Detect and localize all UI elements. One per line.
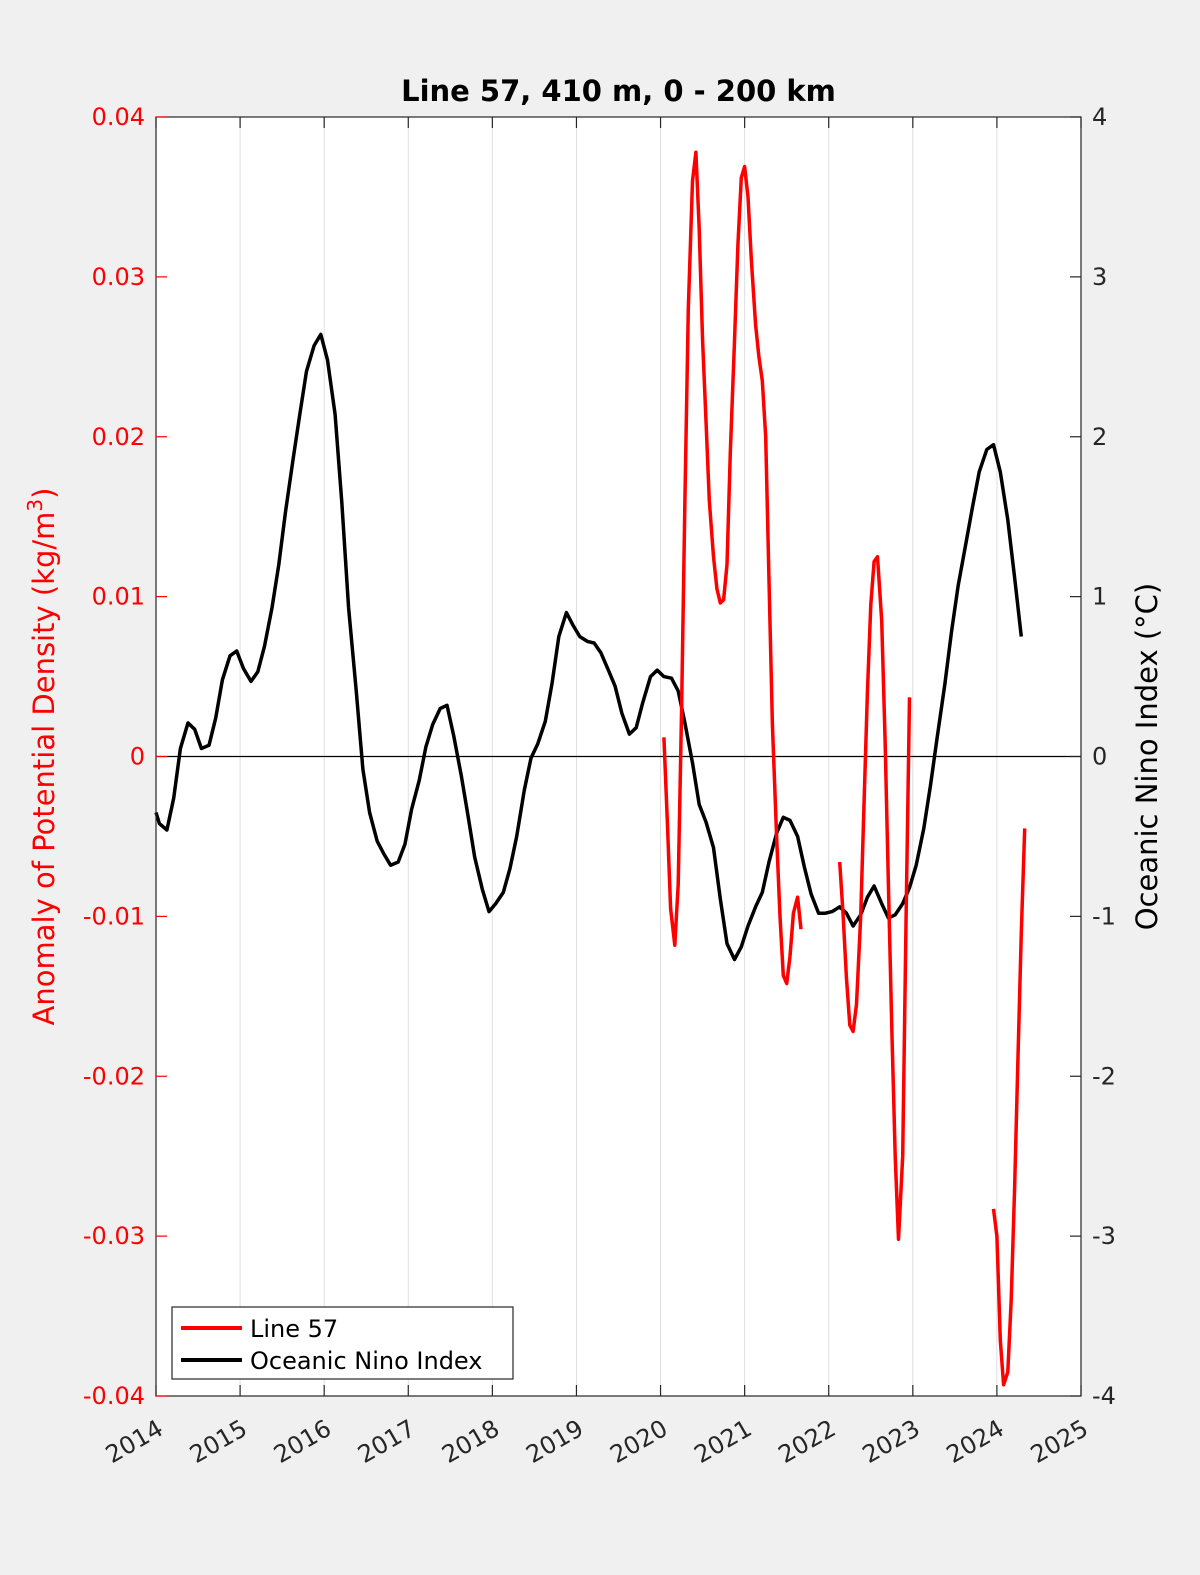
y-left-tick-label: 0.02 <box>92 423 145 451</box>
y-right-tick-label: -3 <box>1092 1222 1116 1250</box>
chart-title: Line 57, 410 m, 0 - 200 km <box>401 74 836 108</box>
y-right-tick-label: 2 <box>1092 423 1107 451</box>
y-right-tick-label: 4 <box>1092 103 1107 131</box>
y-left-tick-label: 0.03 <box>92 263 145 291</box>
y-left-tick-label: -0.03 <box>83 1222 145 1250</box>
y-left-tick-label: 0 <box>130 743 145 771</box>
y-right-tick-label: 0 <box>1092 743 1107 771</box>
y-left-tick-label: 0.01 <box>92 583 145 611</box>
legend: Line 57 Oceanic Nino Index <box>171 1306 514 1380</box>
y-axis-left-label-superscript: 3 <box>23 499 47 512</box>
series-line-57-segment-1 <box>662 150 803 986</box>
legend-label-oceanic-nino-index: Oceanic Nino Index <box>250 1347 482 1375</box>
series-layer <box>154 150 1027 1387</box>
series-line-57-segment-3 <box>991 828 1027 1387</box>
y-left-tick-label: 0.04 <box>92 103 145 131</box>
series-line-57-segment-2 <box>837 554 912 1242</box>
y-axis-left-label: Anomaly of Potential Density (kg/m3) <box>23 488 61 1026</box>
legend-box <box>171 1306 514 1380</box>
y-axis-left-label-main: Anomaly of Potential Density (kg/m <box>27 512 61 1026</box>
legend-label-line-57: Line 57 <box>250 1315 338 1343</box>
series-oceanic-nino-index-line <box>154 332 1024 962</box>
y-left-tick-label: -0.02 <box>83 1062 145 1090</box>
y-right-tick-label: 1 <box>1092 583 1107 611</box>
y-right-tick-label: -2 <box>1092 1062 1116 1090</box>
y-axis-left-label-close: ) <box>27 488 61 499</box>
y-left-tick-label: -0.04 <box>83 1382 145 1410</box>
y-right-tick-label: -4 <box>1092 1382 1116 1410</box>
y-right-tick-label: -1 <box>1092 902 1116 930</box>
y-axis-right-label: Oceanic Nino Index (°C) <box>1130 583 1164 931</box>
y-right-tick-label: 3 <box>1092 263 1107 291</box>
y-left-tick-label: -0.01 <box>83 902 145 930</box>
